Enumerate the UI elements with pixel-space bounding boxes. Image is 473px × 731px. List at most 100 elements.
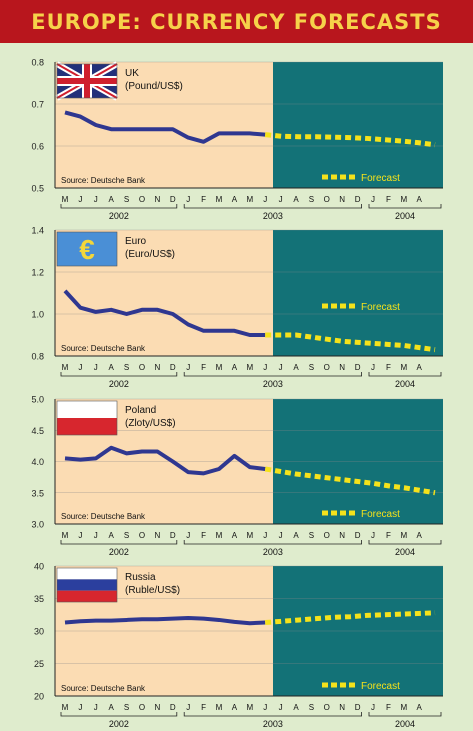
- year-bracket: [183, 712, 362, 717]
- month-label: S: [309, 531, 314, 540]
- history-line: [64, 445, 266, 476]
- y-tick-label: 5.0: [31, 395, 44, 405]
- month-label: S: [309, 363, 314, 372]
- year-bracket: [183, 372, 362, 377]
- year-label: 2003: [263, 211, 283, 221]
- month-label: M: [216, 703, 223, 712]
- source-note: Source: Deutsche Bank: [61, 512, 146, 521]
- euro-chart: 1.4 1.2 1.0 0.8 € Euro (Euro/US$) Source: Deuts…: [31, 226, 443, 389]
- title-banner: EUROPE: CURRENCY FORECASTS: [0, 0, 473, 43]
- year-label: 2004: [395, 547, 415, 557]
- month-label: S: [309, 703, 314, 712]
- month-label: J: [371, 195, 375, 204]
- year-bracket: [368, 540, 442, 545]
- month-label: A: [109, 195, 115, 204]
- year-label: 2004: [395, 379, 415, 389]
- currency-unit: (Pound/US$): [125, 81, 183, 92]
- forecast-legend-label: Forecast: [361, 509, 400, 520]
- year-bracket: [60, 372, 178, 377]
- month-label: M: [62, 531, 69, 540]
- year-bracket: [368, 204, 442, 209]
- year-label: 2002: [109, 547, 129, 557]
- year-label: 2002: [109, 719, 129, 729]
- month-label: D: [170, 531, 176, 540]
- month-label: D: [355, 531, 361, 540]
- month-label: S: [124, 195, 129, 204]
- month-label: M: [400, 195, 407, 204]
- y-tick-label: 0.6: [31, 142, 44, 152]
- y-tick-label: 1.2: [31, 268, 44, 278]
- year-label: 2004: [395, 719, 415, 729]
- month-label: J: [371, 363, 375, 372]
- month-label: M: [216, 363, 223, 372]
- forecast-area: [273, 230, 443, 356]
- month-label: A: [232, 531, 238, 540]
- month-label: D: [355, 703, 361, 712]
- month-label: F: [386, 363, 391, 372]
- year-label: 2003: [263, 547, 283, 557]
- year-label: 2003: [263, 719, 283, 729]
- year-label: 2002: [109, 379, 129, 389]
- forecast-line: [264, 132, 436, 148]
- y-tick-label: 3.0: [31, 520, 44, 530]
- month-label: M: [246, 363, 253, 372]
- currency-unit: (Zloty/US$): [125, 418, 176, 429]
- y-tick-label: 30: [34, 627, 44, 637]
- euro-flag-icon: €: [56, 231, 118, 267]
- month-label: J: [78, 363, 82, 372]
- month-label: F: [201, 531, 206, 540]
- year-bracket: [183, 540, 362, 545]
- year-bracket: [368, 712, 442, 717]
- month-label: J: [263, 363, 267, 372]
- month-label: J: [94, 531, 98, 540]
- y-tick-label: 20: [34, 692, 44, 702]
- y-tick-label: 0.5: [31, 184, 44, 194]
- month-label: J: [279, 531, 283, 540]
- month-label: A: [232, 195, 238, 204]
- year-bracket: [183, 204, 362, 209]
- month-label: M: [62, 703, 69, 712]
- month-label: O: [324, 531, 330, 540]
- y-tick-label: 40: [34, 562, 44, 572]
- month-label: O: [139, 703, 145, 712]
- year-label: 2003: [263, 379, 283, 389]
- year-bracket: [60, 540, 178, 545]
- month-label: A: [109, 363, 115, 372]
- month-label: F: [201, 703, 206, 712]
- month-label: F: [201, 363, 206, 372]
- month-label: N: [155, 363, 161, 372]
- month-label: J: [78, 531, 82, 540]
- month-label: O: [139, 531, 145, 540]
- month-label: J: [279, 195, 283, 204]
- month-label: N: [155, 531, 161, 540]
- month-label: J: [371, 531, 375, 540]
- month-label: N: [339, 195, 345, 204]
- month-label: O: [139, 363, 145, 372]
- forecast-line: [264, 466, 436, 496]
- month-label: A: [293, 531, 299, 540]
- month-label: D: [170, 195, 176, 204]
- month-label: O: [324, 703, 330, 712]
- source-note: Source: Deutsche Bank: [61, 176, 146, 185]
- poland-flag-icon: [56, 400, 118, 436]
- month-label: N: [155, 703, 161, 712]
- month-label: J: [186, 703, 190, 712]
- history-line: [64, 110, 266, 144]
- month-label: N: [339, 531, 345, 540]
- forecast-line: [265, 332, 436, 353]
- year-bracket: [60, 204, 178, 209]
- month-label: A: [293, 363, 299, 372]
- month-label: F: [386, 195, 391, 204]
- month-label: A: [293, 703, 299, 712]
- month-label: J: [186, 195, 190, 204]
- currency-name: Euro: [125, 236, 147, 247]
- month-label: D: [355, 363, 361, 372]
- month-label: M: [400, 531, 407, 540]
- month-label: A: [417, 195, 423, 204]
- month-label: F: [201, 195, 206, 204]
- month-label: M: [400, 363, 407, 372]
- y-tick-label: 0.7: [31, 100, 44, 110]
- month-label: J: [186, 531, 190, 540]
- month-label: M: [246, 703, 253, 712]
- month-label: S: [309, 195, 314, 204]
